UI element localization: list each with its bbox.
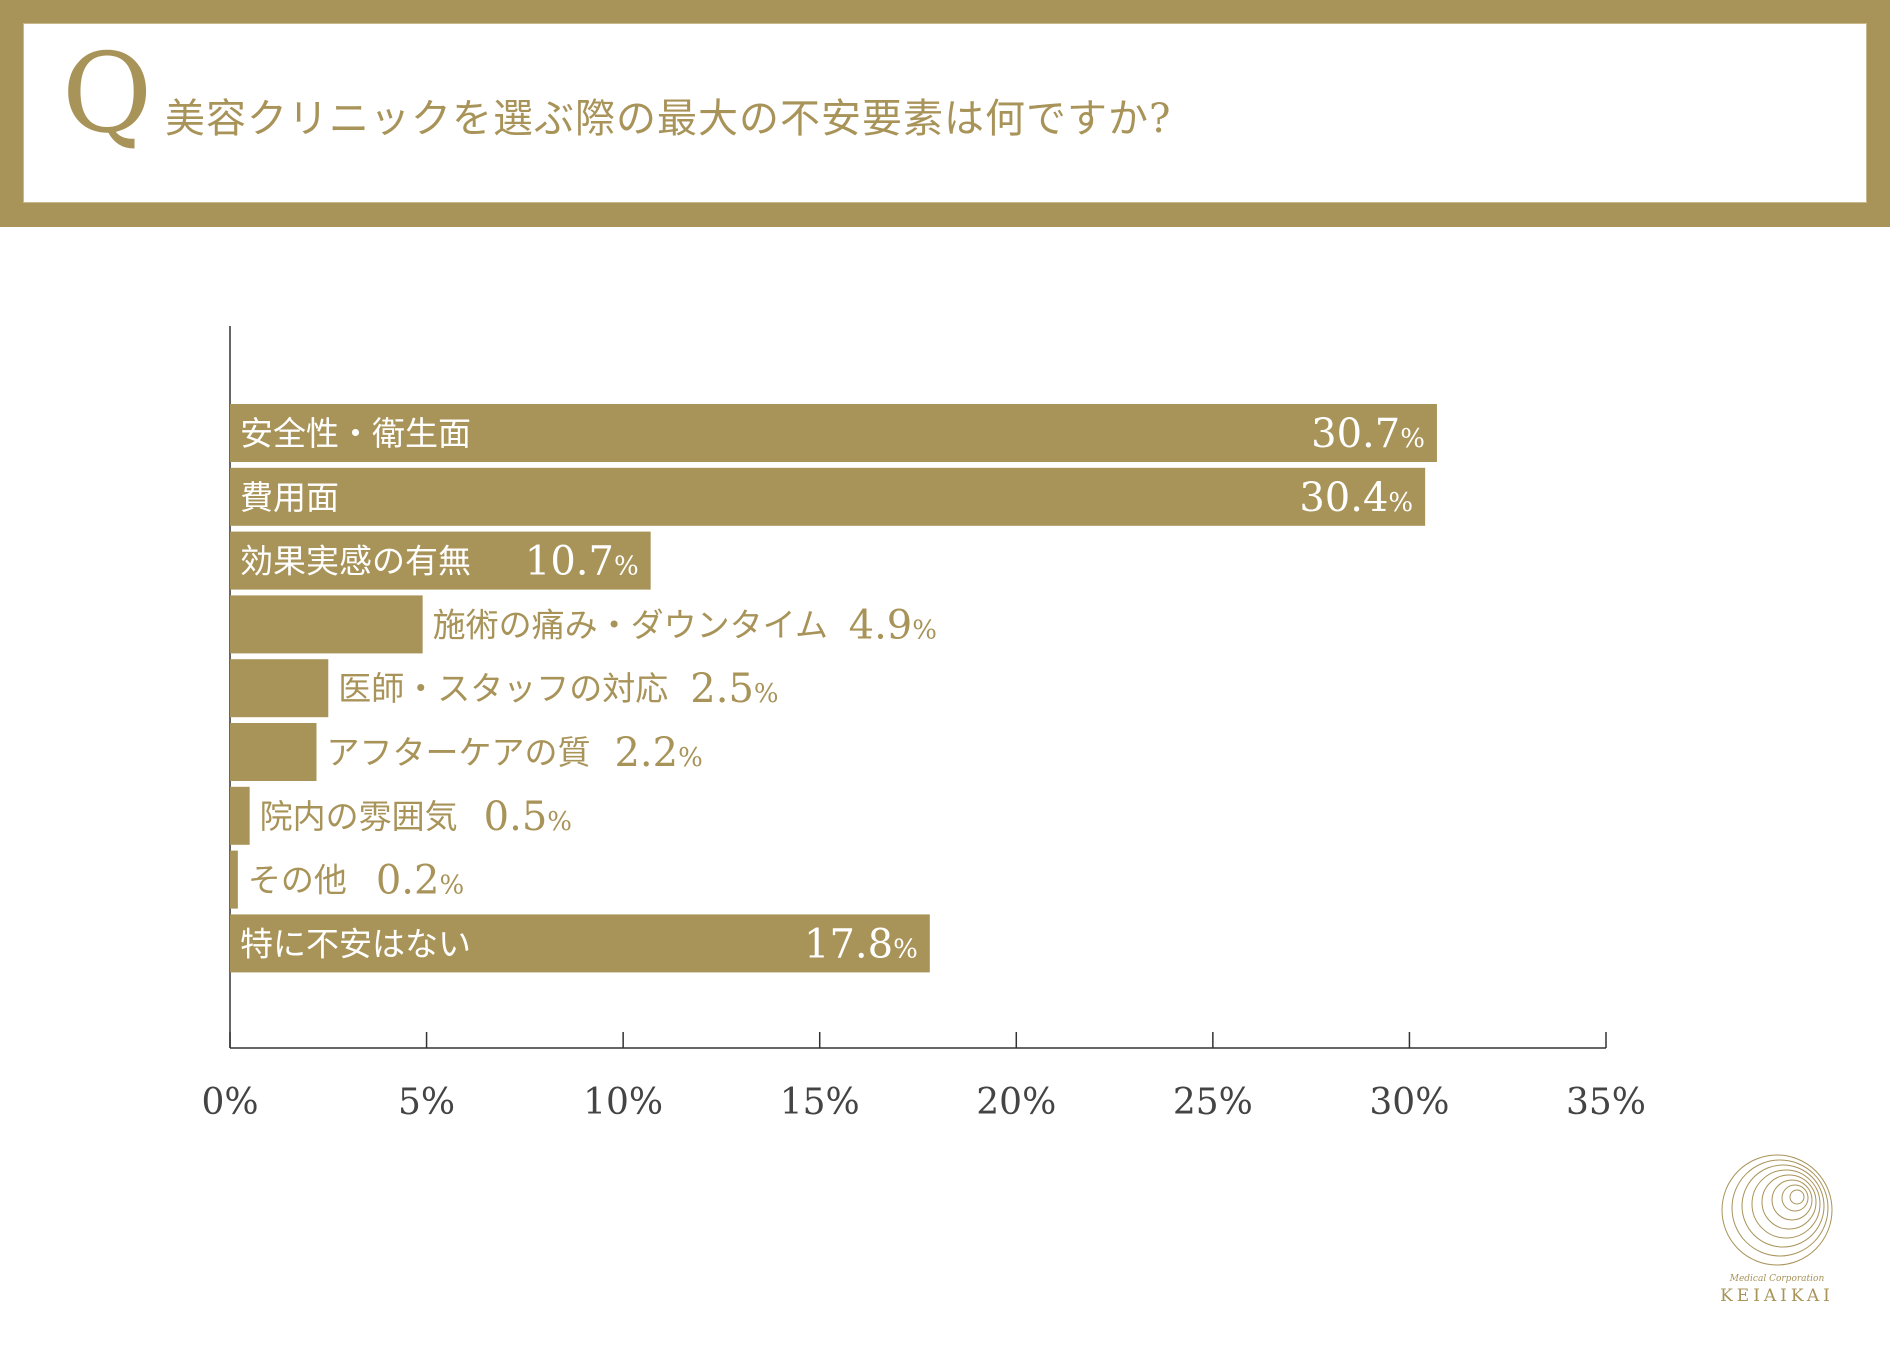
bar — [230, 531, 651, 590]
bar — [230, 850, 238, 909]
logo-name: KEIAIKAI — [1720, 1286, 1834, 1306]
value-label: 30.4% — [1299, 475, 1413, 521]
value-label: 0.2% — [376, 858, 464, 904]
x-tick-label: 25% — [1173, 1082, 1253, 1123]
value-label: 30.7% — [1311, 411, 1425, 457]
bar — [230, 723, 317, 781]
category-label: その他 — [248, 861, 347, 900]
category-label: 安全性・衛生面 — [240, 414, 471, 453]
x-tick-label: 30% — [1369, 1082, 1449, 1123]
category-label: 特に不安はない — [240, 924, 471, 963]
bar — [230, 595, 423, 654]
x-tick-label: 5% — [398, 1082, 455, 1123]
category-label: アフターケアの質 — [326, 733, 590, 772]
category-label: 費用面 — [240, 478, 339, 517]
x-tick-label: 35% — [1566, 1082, 1646, 1123]
value-label: 4.9% — [849, 602, 937, 648]
bar-chart: 0% 5% 10% 15% 20% 25% 30% 35% 安全性・衛生面 30.7% 費用面 30.… — [201, 326, 1646, 1123]
x-tick-label: 15% — [780, 1082, 860, 1123]
bar — [230, 467, 1426, 526]
q-mark: Q — [62, 29, 153, 157]
category-label: 施術の痛み・ダウンタイム — [433, 605, 828, 644]
value-label: 2.5% — [690, 666, 778, 712]
category-label: 医師・スタッフの対応 — [338, 669, 668, 708]
x-tick-label: 20% — [976, 1082, 1056, 1123]
category-label: 効果実感の有無 — [240, 542, 471, 581]
bar — [230, 404, 1437, 462]
value-label: 10.7% — [525, 539, 639, 585]
bar — [230, 786, 250, 845]
category-label: 院内の雰囲気 — [260, 797, 458, 836]
logo-subtitle: Medical Corporation — [1729, 1274, 1825, 1284]
bar — [230, 659, 329, 718]
keiaikai-logo-icon — [1721, 1154, 1833, 1266]
header-panel — [24, 24, 1866, 202]
value-label: 17.8% — [804, 921, 918, 967]
value-label: 0.5% — [484, 794, 572, 840]
x-tick-label: 0% — [201, 1082, 258, 1123]
value-label: 2.2% — [614, 730, 702, 776]
bar — [230, 914, 930, 973]
question-title: 美容クリニックを選ぶ際の最大の不安要素は何ですか? — [165, 96, 1172, 142]
x-tick-label: 10% — [583, 1082, 663, 1123]
